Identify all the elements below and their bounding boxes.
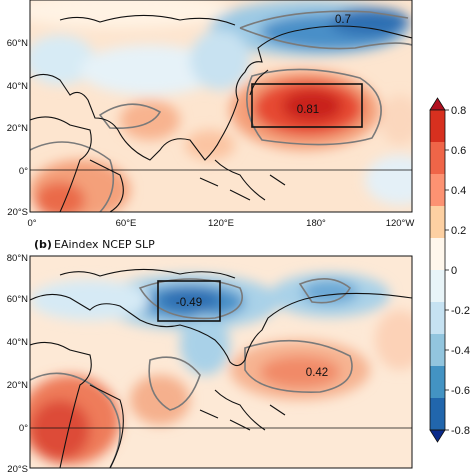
panel-b-lat-axis: 80°N 60°N 40°N 20°N 0° 20°S	[7, 253, 28, 474]
colorbar-tick-label: 0.8	[451, 105, 466, 117]
lon-label: 60°E	[116, 218, 137, 229]
colorbar-segment	[430, 334, 445, 367]
panel-a-lon-axis: 0° 60°E 120°E 180° 120°W	[27, 218, 414, 229]
lat-label: 20°N	[7, 123, 28, 134]
lon-label: 180°	[306, 218, 326, 229]
lat-label: 0°	[19, 423, 28, 434]
colorbar-segment	[430, 302, 445, 335]
panel-a-map: 0.81 0.7	[29, 0, 413, 213]
panel-b-index-box	[157, 280, 221, 322]
lat-label: 20°N	[7, 380, 28, 391]
colorbar-tick-label: 0.2	[451, 225, 466, 237]
colorbar-tick-label: -0.4	[451, 345, 470, 357]
lat-label: 60°N	[7, 294, 28, 305]
lon-label: 120°E	[208, 218, 234, 229]
panel-b-label: (b)	[34, 238, 52, 251]
colorbar-tick-label: -0.2	[451, 305, 470, 317]
panel-a-lat-axis: 60°N 40°N 20°N 0° 20°S	[7, 38, 28, 218]
colorbar-top-arrow	[429, 97, 446, 111]
lat-label: 20°S	[7, 207, 28, 218]
colorbar-segment	[430, 142, 445, 175]
panel-a-index-box	[251, 83, 363, 128]
panel-b-max-value: 0.42	[306, 367, 328, 379]
colorbar-segment	[430, 174, 445, 207]
colorbar-segment	[430, 238, 445, 271]
lat-label: 0°	[19, 166, 28, 177]
colorbar: 0.8 0.6 0.4 0.2 0 -0.2 -0.4 -0.6 -0.8	[429, 97, 470, 443]
lon-label: 120°W	[386, 218, 415, 229]
colorbar-bottom-arrow	[429, 429, 446, 443]
colorbar-segment	[430, 366, 445, 399]
colorbar-tick-label: 0.6	[451, 145, 466, 157]
colorbar-tick-label: -0.8	[451, 425, 470, 437]
colorbar-segment	[430, 270, 445, 303]
colorbar-segment	[430, 110, 445, 143]
colorbar-segment	[430, 206, 445, 239]
colorbar-tick-label: 0	[451, 265, 457, 277]
lat-label: 40°N	[7, 81, 28, 92]
colorbar-tick-label: 0.4	[451, 185, 466, 197]
lon-label: 0°	[27, 218, 36, 229]
panel-a-max-value: 0.81	[297, 104, 319, 116]
lat-label: 80°N	[7, 253, 28, 264]
panel-b-map: -0.49 0.42	[29, 255, 413, 469]
lat-label: 20°S	[7, 464, 28, 474]
panel-b-min-value: -0.49	[176, 297, 202, 309]
colorbar-tick-label: -0.6	[451, 385, 470, 397]
panel-b-title: EAindex NCEP SLP	[54, 238, 155, 251]
lat-label: 60°N	[7, 38, 28, 49]
lat-label: 40°N	[7, 337, 28, 348]
colorbar-segment	[430, 398, 445, 431]
panel-a-upper-value: 0.7	[335, 14, 351, 26]
